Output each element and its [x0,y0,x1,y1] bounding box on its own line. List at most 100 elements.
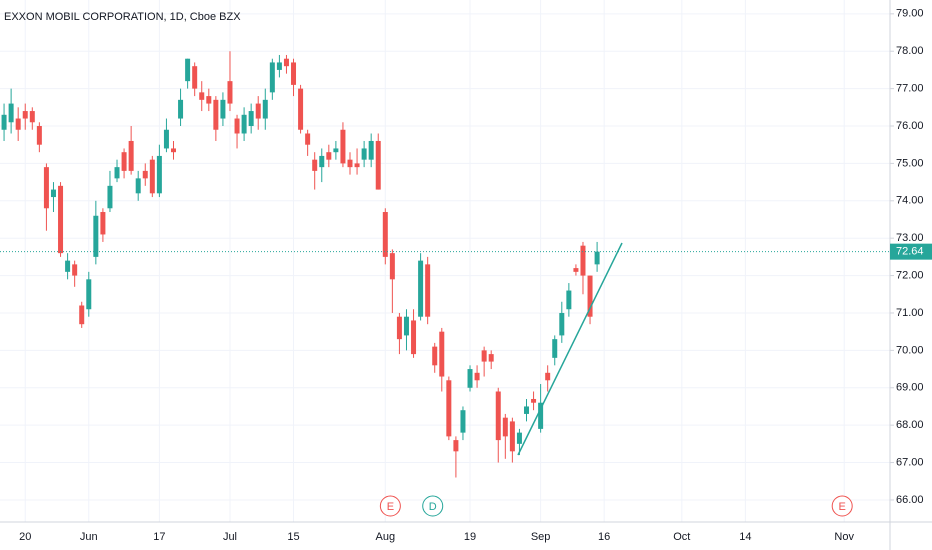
y-tick-label: 79.00 [896,8,924,20]
event-label: E [839,501,846,513]
candle-body [340,129,346,164]
event-marker [831,495,853,517]
candle-body [305,133,311,145]
candle-body [509,421,515,452]
x-tick-label: Nov [834,531,854,543]
candle-body [15,118,21,130]
candle-body [262,99,268,119]
x-tick-label: 20 [19,531,31,543]
candle-body [396,316,402,340]
y-tick-label: 73.00 [896,232,924,244]
candle-body [516,432,522,444]
x-tick-label: 14 [739,531,751,543]
candle-body [524,406,529,414]
x-tick-label: Sep [531,531,551,543]
candle-body [86,279,92,310]
y-tick-label: 69.00 [896,382,924,394]
candle-body [227,81,233,104]
y-tick-label: 66.00 [896,494,924,506]
candle-body [333,148,339,153]
candles [1,51,600,478]
candle-body [326,152,332,160]
candle-body [36,126,42,145]
candle-body [460,410,466,433]
chart-title: EXXON MOBIL CORPORATION, 1D, Cboe BZX [4,11,241,23]
candle-body [382,212,388,257]
x-tick-label: 16 [598,531,610,543]
x-tick-label: 15 [287,531,299,543]
candle-body [142,170,148,179]
candle-body [248,111,254,127]
candle-body [192,66,198,89]
y-tick-label: 76.00 [896,120,924,132]
candle-body [163,129,169,149]
candle-body [213,99,219,130]
candle-body [403,316,409,336]
event-marker [379,495,401,517]
candle-body [425,264,431,317]
candle-body [453,440,459,452]
candle-body [8,103,14,123]
candle-body [149,159,155,194]
candle-body [65,260,71,272]
candle-body [375,140,381,190]
last-price-box [890,243,932,260]
candle-body [58,185,64,254]
candle-body [347,159,353,168]
x-tick-label: 17 [153,531,165,543]
candle-body [474,372,480,381]
candle-body [22,111,28,119]
y-tick-label: 78.00 [896,45,924,57]
candle-body [495,391,501,441]
candle-body [241,114,247,134]
candle-body [538,402,544,429]
candle-body [1,114,7,130]
candle-body [552,339,558,358]
candle-body [559,312,565,336]
x-tick-label: Aug [376,531,396,543]
y-tick-label: 72.00 [896,269,924,281]
candle-body [29,111,35,123]
y-tick-label: 71.00 [896,307,924,319]
candle-body [439,331,445,377]
candle-body [128,140,134,171]
candle-body [283,58,289,67]
candle-body [93,215,99,257]
last-price-label: 72.64 [896,246,924,258]
candle-body [580,245,586,276]
candle-body [72,264,78,276]
candle-body [107,185,113,209]
trend-line [517,242,623,456]
candle-body [319,155,325,168]
candle-body [291,62,297,85]
candle-body [135,178,141,194]
y-tick-label: 77.00 [896,83,924,95]
candle-body [545,372,551,381]
candle-body [276,62,282,70]
candle-body [481,350,487,362]
y-tick-label: 74.00 [896,195,924,207]
event-marker [422,495,444,517]
candle-body [269,62,275,93]
candle-body [206,96,212,104]
candle-body [446,380,452,437]
candle-body [298,88,304,130]
candle-body [418,260,424,317]
candle-body [531,398,537,403]
x-tick-label: Jun [80,531,98,543]
candle-body [255,103,261,119]
candle-body [43,167,49,209]
candle-body [100,212,106,235]
x-tick-label: Jul [223,531,237,543]
x-tick-label: 19 [464,531,476,543]
candle-body [573,268,579,272]
event-label: D [429,501,437,513]
grid [0,0,890,522]
candle-body [467,369,473,388]
y-tick-label: 75.00 [896,157,924,169]
candle-body [488,354,494,362]
candle-body [114,167,120,179]
